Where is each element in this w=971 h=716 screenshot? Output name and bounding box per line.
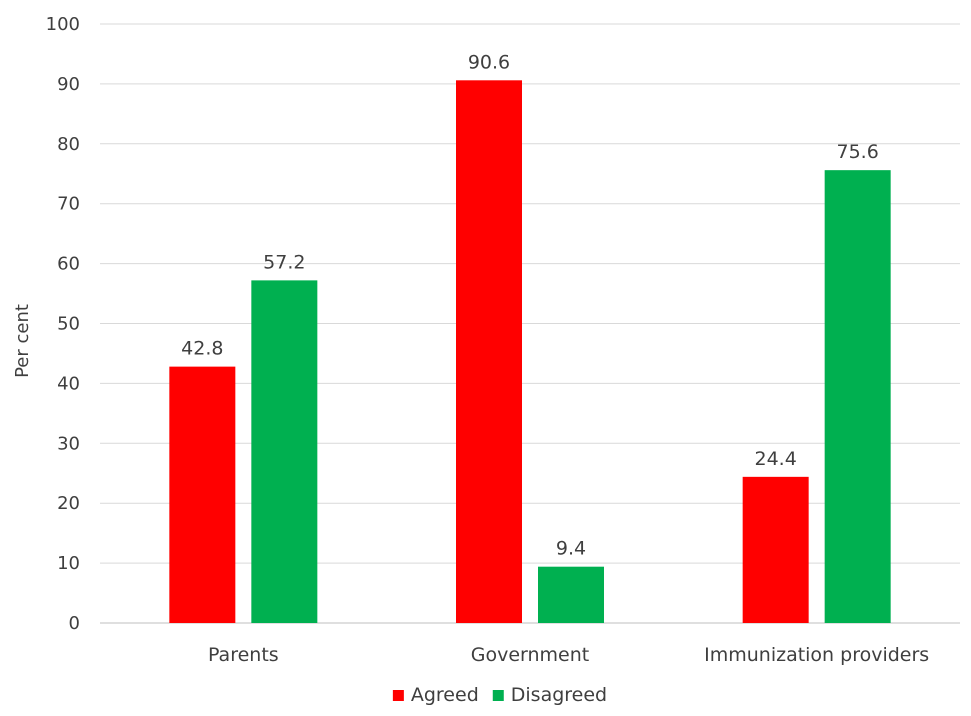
bars bbox=[169, 80, 890, 623]
category-label: Parents bbox=[208, 644, 279, 666]
data-label: 90.6 bbox=[468, 51, 510, 73]
y-tick-label: 10 bbox=[57, 553, 80, 574]
bar-disagreed bbox=[538, 567, 604, 623]
bar-agreed bbox=[743, 477, 809, 623]
bar-agreed bbox=[169, 367, 235, 623]
category-label: Government bbox=[471, 644, 590, 666]
y-tick-label: 70 bbox=[57, 194, 80, 215]
legend: Agreed Disagreed bbox=[393, 684, 607, 706]
data-label: 9.4 bbox=[556, 538, 586, 560]
category-label: Immunization providers bbox=[704, 644, 929, 666]
legend-label-agreed: Agreed bbox=[411, 684, 479, 706]
data-label: 24.4 bbox=[755, 448, 797, 470]
data-label: 57.2 bbox=[263, 251, 305, 273]
y-tick-label: 50 bbox=[57, 314, 80, 335]
y-tick-label: 0 bbox=[69, 613, 80, 634]
y-tick-label: 90 bbox=[57, 74, 80, 95]
bar-disagreed bbox=[251, 280, 317, 623]
legend-swatch-agreed bbox=[393, 690, 404, 701]
y-tick-label: 100 bbox=[46, 14, 80, 35]
x-axis-categories: Parents Government Immunization providers bbox=[208, 644, 929, 666]
bar-agreed bbox=[456, 80, 522, 623]
y-tick-label: 80 bbox=[57, 134, 80, 155]
legend-swatch-disagreed bbox=[493, 690, 504, 701]
y-axis-title: Per cent bbox=[12, 304, 33, 378]
y-tick-label: 30 bbox=[57, 433, 80, 454]
data-label: 42.8 bbox=[181, 338, 223, 360]
y-tick-label: 60 bbox=[57, 254, 80, 275]
y-axis-ticks: 0 10 20 30 40 50 60 70 80 90 100 bbox=[46, 14, 80, 634]
y-tick-label: 40 bbox=[57, 373, 80, 394]
y-tick-label: 20 bbox=[57, 493, 80, 514]
bar-disagreed bbox=[825, 170, 891, 623]
data-label: 75.6 bbox=[837, 141, 879, 163]
legend-label-disagreed: Disagreed bbox=[511, 684, 607, 706]
